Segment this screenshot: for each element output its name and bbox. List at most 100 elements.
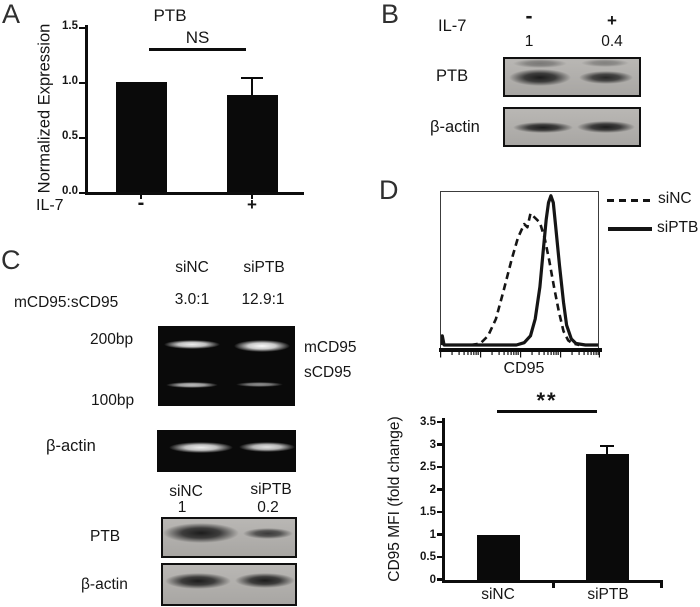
y-tick (437, 555, 443, 558)
panel-b-quant-value: 1 (524, 33, 534, 50)
blot-band (163, 523, 239, 543)
y-tick (437, 488, 443, 491)
panel-d-histogram-box (440, 191, 599, 349)
panel-c-lower-column-siptb: siPTB (250, 481, 292, 498)
error-bar-cap (241, 76, 263, 79)
error-bar (250, 76, 254, 97)
panel-d-bar-y-axis (442, 418, 445, 583)
panel-a-category-minus: - (137, 192, 145, 214)
bar-- (115, 82, 167, 192)
panel-d-bar-plot (445, 418, 663, 580)
panel-d-histogram-x-label: CD95 (503, 360, 545, 377)
y-tick (437, 465, 443, 468)
blot-band (579, 71, 633, 84)
gel-band-mcd95 (234, 340, 290, 352)
y-tick (437, 533, 443, 536)
panel-b-condition-label: IL-7 (438, 17, 467, 35)
panel-a-y-axis (85, 25, 88, 194)
gel-band-mcd95 (164, 340, 220, 349)
x-tick (250, 194, 253, 199)
panel-b-blot-label-ptb: PTB (436, 67, 469, 85)
panel-d-significance-stars: ** (536, 388, 558, 413)
panel-c-actin-blot-label: β-actin (81, 576, 128, 593)
x-tick (139, 194, 142, 199)
panel-d-category-siptb: siPTB (587, 586, 629, 603)
legend-label-siptb: siPTB (657, 219, 699, 236)
panel-d-category-sinc: siNC (481, 586, 515, 603)
panel-d-bar-y-axis-label: CD95 MFI (fold change) (386, 416, 403, 582)
panel-a-ytick-label: 1.0 (62, 75, 78, 87)
panel-d-ytick-label: 0.5 (420, 551, 436, 563)
panel-d-ytick-label: 3 (429, 438, 436, 451)
panel-d-ytick-label: 1.5 (420, 506, 436, 518)
bar-siPTB (585, 453, 629, 580)
blot-band (165, 573, 231, 589)
x-tick (660, 583, 663, 588)
panel-c-column-sinc: siNC (175, 259, 209, 276)
blot-band (577, 121, 635, 133)
x-tick (552, 583, 555, 588)
panel-c-lower-quant: 0.2 (257, 499, 279, 516)
panel-a-ytick-label: 1.5 (62, 20, 78, 32)
y-tick (437, 420, 443, 423)
panel-d-letter: D (379, 175, 399, 205)
blot-band (513, 122, 573, 133)
panel-c-lower-quant: 1 (177, 499, 187, 516)
panel-a-letter: A (2, 0, 21, 29)
gel-band-scd95 (236, 382, 283, 387)
error-bar (605, 444, 609, 455)
panel-a-x-axis-title: IL-7 (36, 197, 64, 214)
gel-band-scd95 (166, 382, 218, 388)
panel-b-blot-label-actin: β-actin (430, 118, 480, 136)
panel-c-lower-column-sinc: siNC (169, 483, 203, 500)
panel-d-ytick-label: 0 (429, 573, 436, 586)
panel-a-category-plus: + (247, 195, 257, 214)
panel-d-significance-line (497, 410, 597, 413)
panel-a-ns-annotation: NS (185, 28, 210, 47)
y-tick (437, 510, 443, 513)
panel-c-marker-200bp: 200bp (90, 331, 134, 348)
panel-b-actin-blot (503, 107, 641, 147)
bar-siNC (476, 534, 520, 580)
gel-band-actin (169, 442, 233, 453)
panel-c-band-label-mcd95: mCD95 (304, 339, 357, 356)
y-tick (437, 443, 443, 446)
blot-band (513, 59, 567, 68)
panel-b-quant-value: 0.4 (601, 33, 623, 50)
y-tick (79, 136, 85, 139)
panel-c-column-siptb: siPTB (243, 259, 285, 276)
panel-b-condition-plus: + (607, 11, 617, 30)
panel-c-ptb-blot (161, 517, 297, 558)
cd95-histogram-curves (441, 194, 598, 347)
panel-c-actin-gel (157, 430, 296, 472)
panel-c-actin-blot (161, 563, 297, 606)
panel-a-ytick-label: 0.5 (62, 130, 78, 142)
panel-d-ytick-label: 3.5 (420, 416, 436, 428)
panel-a-ytick-label: 0.0 (62, 185, 78, 197)
panel-c-ratio-label: mCD95:sCD95 (14, 294, 119, 311)
panel-c-marker-100bp: 100bp (91, 392, 135, 409)
panel-c-ratio-value: 3.0:1 (174, 291, 210, 308)
panel-c-band-label-scd95: sCD95 (304, 364, 352, 381)
gel-band-actin (239, 442, 295, 452)
bar-+ (226, 95, 278, 192)
blot-band (509, 69, 571, 86)
panel-d-bar-x-axis (442, 580, 663, 583)
panel-d-ytick-label: 2 (429, 483, 436, 496)
panel-a-significance-line (149, 48, 246, 51)
blot-band (581, 59, 629, 67)
histogram-curve-siNC (470, 212, 580, 347)
panel-d-ytick-label: 2.5 (420, 461, 436, 473)
panel-c-ratio-value: 12.9:1 (241, 291, 285, 308)
panel-a-y-axis-label: Normalized Expression (35, 23, 54, 194)
panel-c-cd95-gel (158, 326, 295, 406)
panel-d-ytick-label: 1 (429, 528, 436, 541)
y-tick (437, 578, 443, 581)
panel-d-histogram-x-axis (439, 348, 602, 352)
blot-band (243, 528, 293, 539)
panel-b-condition-minus: - (525, 5, 533, 28)
panel-a-x-axis (85, 192, 304, 195)
panel-b-ptb-blot (503, 57, 641, 97)
y-tick (79, 26, 85, 29)
